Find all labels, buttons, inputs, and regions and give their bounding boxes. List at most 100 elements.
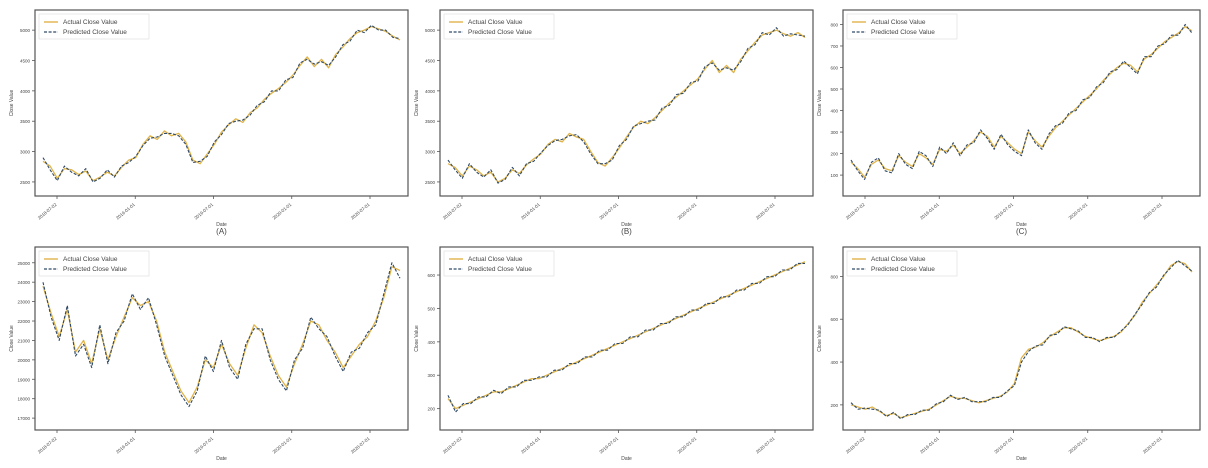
actual-series-line [850,25,1193,178]
panel-label: (A) [216,227,227,236]
y-tick-label: 600 [830,317,838,322]
y-tick-label: 100 [830,173,838,178]
x-tick-label: 2019-01-01 [115,436,136,455]
predicted-series-line [42,24,401,183]
y-tick-label: 500 [830,87,838,92]
x-axis-label: Date [216,222,227,228]
y-tick-label: 400 [830,109,838,114]
x-tick-label: 2019-07-01 [193,436,214,455]
chart-panel-4: 17000 18000 19000 20000 21000 22000 23000 24000… [9,246,409,462]
legend-box [38,13,150,40]
y-axis-label: Close Value [414,89,420,116]
plot-frame [842,9,1201,197]
legend-label-predicted: Predicted Close Value [468,266,532,273]
y-tick-label: 300 [427,373,435,378]
legend-box [846,13,958,40]
x-axis-label: Date [1016,222,1027,228]
y-tick-label: 200 [427,407,435,412]
y-tick-label: 400 [427,340,435,345]
chart-panel-5: 200 300 400 500 600 2018-07-02 2019-01-01 2019-… [414,246,814,462]
y-tick-label: 21000 [17,338,30,343]
predicted-series-line [850,23,1193,180]
legend-label-actual: Actual Close Value [63,256,118,263]
x-tick-label: 2020-01-01 [1068,202,1089,221]
legend-box [38,250,150,277]
y-tick-label: 200 [830,403,838,408]
y-tick-label: 800 [830,22,838,27]
chart-panel-3: 100 200 300 400 500 600 700 800 2018-07-02 2019-0… [817,9,1201,236]
y-tick-label: 200 [830,152,838,157]
legend-label-predicted: Predicted Close Value [871,266,935,273]
legend-label-predicted: Predicted Close Value [63,266,127,273]
actual-series-line [850,260,1193,419]
plot-frame [439,246,814,431]
x-tick-label: 2020-07-01 [755,202,776,221]
y-tick-label: 3500 [20,119,31,124]
x-tick-label: 2019-07-01 [193,202,214,221]
legend-label-actual: Actual Close Value [63,19,118,26]
chart-panel-1: 2500 3000 3500 4000 4500 5000 2018-07-02 2019-0… [9,9,409,236]
plot-frame [34,9,409,197]
legend-box [443,13,555,40]
x-axis-label: Date [621,456,632,462]
y-tick-label: 25000 [17,261,30,266]
x-axis-label: Date [1016,456,1027,462]
legend-label-predicted: Predicted Close Value [63,29,127,36]
y-tick-label: 23000 [17,300,30,305]
y-axis-label: Close Value [817,325,823,352]
y-tick-label: 22000 [17,319,30,324]
legend-label-actual: Actual Close Value [871,256,926,263]
y-tick-label: 2500 [20,180,31,185]
y-tick-label: 300 [830,130,838,135]
x-axis-label: Date [621,222,632,228]
y-tick-label: 17000 [17,416,30,421]
chart-panel-6: 200 400 600 800 2018-07-02 2019-01-01 2019-07-… [817,246,1201,462]
legend-box [443,250,555,277]
y-tick-label: 600 [427,273,435,278]
y-tick-label: 18000 [17,397,30,402]
x-tick-label: 2020-01-01 [677,202,698,221]
x-tick-label: 2019-01-01 [115,202,136,221]
y-tick-label: 5000 [425,28,436,33]
x-axis-label: Date [216,456,227,462]
legend-label-actual: Actual Close Value [871,19,926,26]
y-tick-label: 500 [427,306,435,311]
y-tick-label: 20000 [17,358,30,363]
chart-panel-2: 2500 3000 3500 4000 4500 5000 2018-07-02 2019-0… [414,9,814,236]
x-tick-label: 2019-01-01 [919,436,940,455]
y-tick-label: 3000 [425,150,436,155]
y-axis-label: Close Value [817,89,823,116]
y-tick-label: 4000 [425,89,436,94]
y-tick-label: 800 [830,274,838,279]
predicted-series-line [447,262,805,413]
x-tick-label: 2019-07-01 [598,202,619,221]
x-tick-label: 2020-07-01 [350,202,371,221]
predicted-series-line [42,262,401,408]
x-tick-label: 2020-01-01 [1068,436,1089,455]
x-tick-label: 2020-07-01 [1142,202,1163,221]
y-tick-label: 4500 [425,59,436,64]
x-tick-label: 2020-01-01 [677,436,698,455]
x-tick-label: 2018-07-02 [442,436,463,455]
y-tick-label: 600 [830,65,838,70]
plot-frame [842,246,1201,431]
predicted-series-line [447,27,806,184]
x-tick-label: 2019-07-01 [993,436,1014,455]
y-axis-label: Close Value [414,325,420,352]
y-tick-label: 400 [830,360,838,365]
y-tick-label: 3000 [20,150,31,155]
x-tick-label: 2018-07-02 [845,202,866,221]
x-tick-label: 2019-01-01 [520,436,541,455]
panel-label: (B) [621,227,632,236]
x-tick-label: 2018-07-02 [37,202,58,221]
x-tick-label: 2018-07-02 [845,436,866,455]
plot-frame [439,9,814,197]
y-tick-label: 700 [830,44,838,49]
x-tick-label: 2018-07-02 [37,436,58,455]
x-tick-label: 2019-01-01 [919,202,940,221]
legend-label-actual: Actual Close Value [468,256,523,263]
legend-label-predicted: Predicted Close Value [871,29,935,36]
x-tick-label: 2020-07-01 [755,436,776,455]
x-tick-label: 2019-07-01 [598,436,619,455]
